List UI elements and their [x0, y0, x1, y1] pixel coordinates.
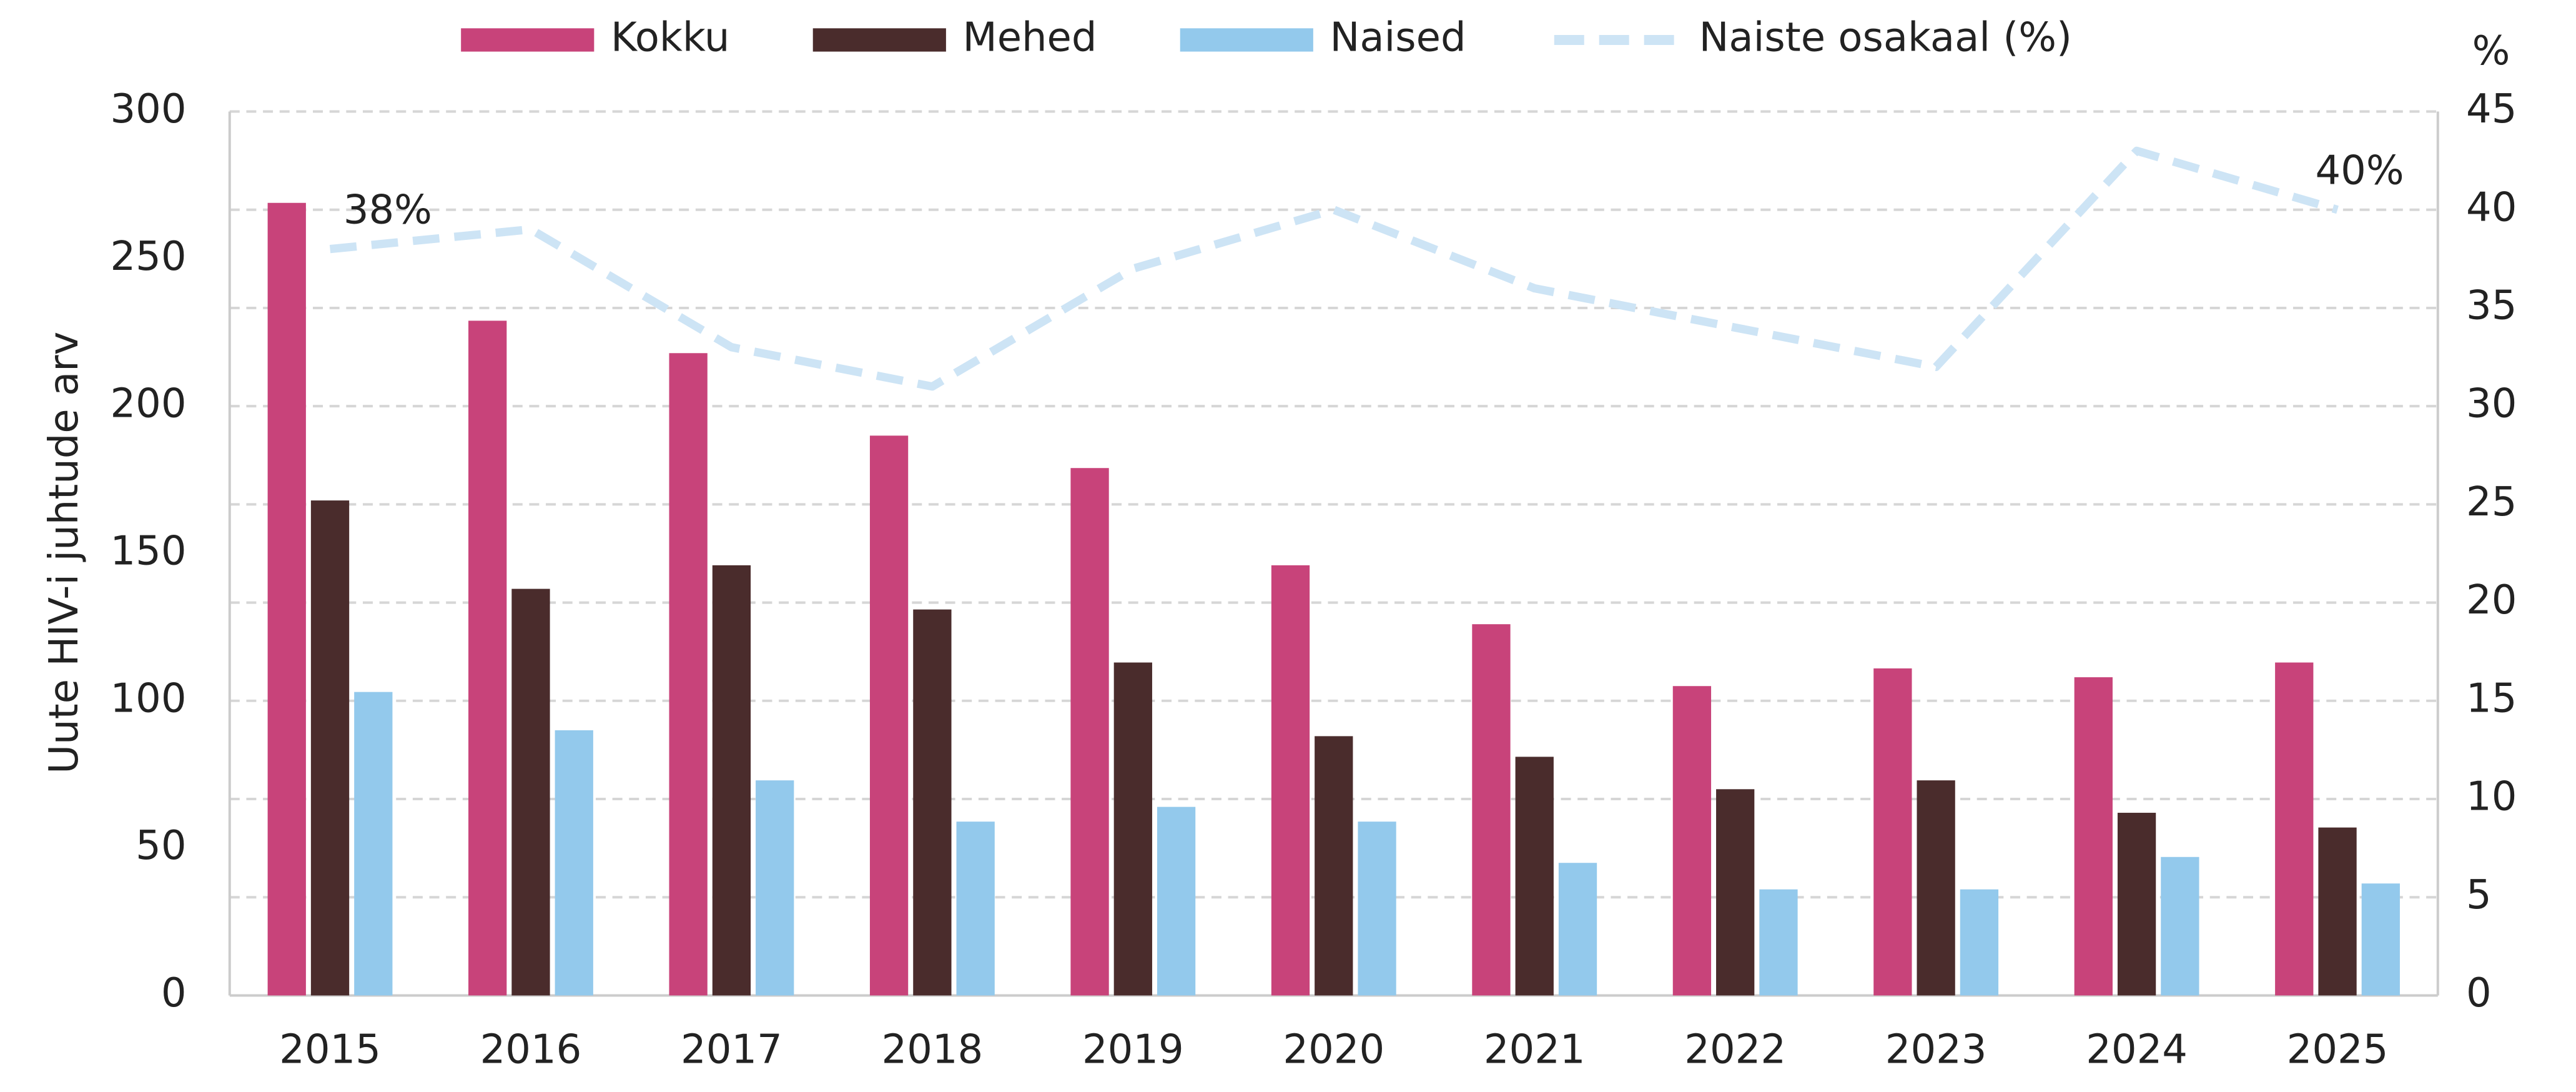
bar [2161, 856, 2199, 996]
bar [1315, 736, 1353, 996]
bar [1157, 807, 1196, 996]
bar [669, 353, 708, 996]
x-tick-label: 2020 [1283, 1027, 1384, 1073]
bar [1917, 780, 1955, 996]
data-label: 40% [2315, 148, 2404, 194]
x-tick-label: 2024 [2086, 1027, 2188, 1073]
legend-swatch [461, 28, 595, 52]
y-tick-label: 200 [110, 381, 186, 427]
bar [1960, 889, 1999, 996]
bar [913, 609, 952, 996]
bar [956, 821, 995, 996]
x-tick-label: 2015 [279, 1027, 381, 1073]
y2-tick-label: 0 [2466, 970, 2492, 1016]
bar [511, 588, 550, 996]
bar [1472, 624, 1511, 996]
legend-label: Naised [1330, 15, 1466, 61]
bar [468, 320, 507, 996]
bar [2275, 662, 2314, 996]
x-tick-label: 2018 [882, 1027, 984, 1073]
bar [2074, 677, 2113, 996]
y-tick-label: 150 [110, 529, 186, 575]
bar [1558, 863, 1597, 996]
x-tick-label: 2019 [1082, 1027, 1184, 1073]
legend-swatch [1180, 28, 1313, 52]
x-tick-label: 2016 [480, 1027, 582, 1073]
y2-tick-label: 15 [2466, 675, 2517, 722]
y2-tick-label: 30 [2466, 381, 2517, 427]
x-tick-label: 2025 [2287, 1027, 2389, 1073]
y-tick-label: 100 [110, 675, 186, 722]
y-tick-label: 50 [136, 823, 186, 869]
y2-axis-title: % [2472, 28, 2510, 74]
bar [1672, 686, 1712, 996]
y2-tick-label: 45 [2466, 86, 2517, 132]
bar [2117, 813, 2156, 996]
x-tick-label: 2017 [681, 1027, 782, 1073]
legend-label: Mehed [963, 15, 1097, 61]
bar [310, 500, 350, 996]
legend-label: Kokku [611, 15, 729, 61]
y-tick-label: 300 [110, 86, 186, 132]
y2-tick-label: 40 [2466, 184, 2517, 231]
bar [2361, 883, 2400, 996]
y-axis-title: Uute HIV-i juhtude arv [41, 332, 87, 774]
bar [555, 730, 593, 996]
bar [1113, 662, 1152, 996]
bar [756, 780, 794, 996]
bar [1716, 789, 1755, 996]
data-label: 38% [343, 187, 432, 234]
bar [1070, 468, 1109, 996]
x-tick-label: 2021 [1484, 1027, 1586, 1073]
y2-tick-label: 20 [2466, 577, 2517, 623]
bar [1515, 757, 1554, 996]
line [329, 146, 2339, 391]
bar [1873, 668, 1912, 996]
y-tick-label: 0 [161, 970, 187, 1016]
bar [354, 692, 393, 996]
y2-tick-label: 35 [2466, 283, 2517, 329]
y2-tick-label: 10 [2466, 774, 2517, 820]
bar [1271, 565, 1310, 996]
y2-tick-label: 5 [2466, 872, 2492, 918]
bar [267, 202, 306, 996]
bar [1358, 821, 1396, 996]
y-tick-label: 250 [110, 234, 186, 280]
bar [1759, 889, 1798, 996]
legend-swatch [812, 28, 946, 52]
x-tick-label: 2023 [1885, 1027, 1987, 1073]
y2-tick-label: 25 [2466, 479, 2517, 525]
bar [712, 565, 751, 996]
x-tick-label: 2022 [1684, 1027, 1786, 1073]
legend-label: Naiste osakaal (%) [1699, 15, 2072, 61]
bar [869, 435, 909, 996]
bar [2318, 827, 2357, 996]
